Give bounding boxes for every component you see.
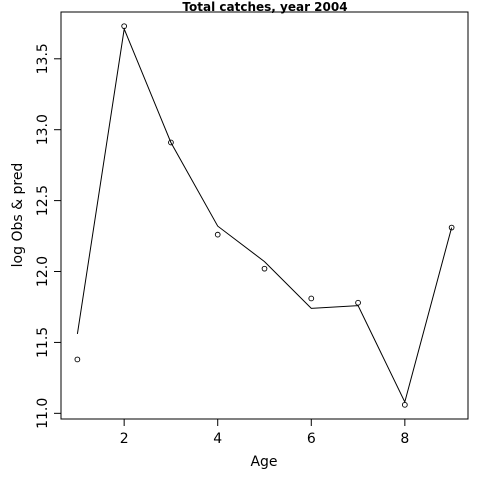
y-tick-label: 13.0: [35, 114, 51, 145]
observed-point: [74, 356, 81, 363]
observed-point: [261, 265, 268, 272]
y-tick-label: 13.5: [35, 43, 51, 74]
y-tick-label: 12.0: [35, 256, 51, 287]
observed-point: [308, 295, 315, 302]
observed-point: [355, 299, 361, 306]
observed-point: [448, 224, 455, 231]
chart-title: Total catches, year 2004: [182, 0, 347, 14]
y-axis-label: log Obs & pred: [10, 163, 26, 268]
predicted-line: [76, 27, 453, 404]
x-tick-label: 4: [213, 431, 222, 447]
plot-frame: [60, 11, 469, 420]
x-tick-label: 6: [307, 431, 316, 447]
y-axis: 11.0 11.5 12.0 12.5 13.0 13.5: [35, 43, 62, 429]
x-tick-label: 2: [120, 431, 129, 447]
y-tick-label: 11.5: [35, 327, 51, 358]
x-axis: 2 4 6 8: [120, 418, 409, 447]
y-tick-label: 12.5: [35, 185, 51, 216]
observed-point: [214, 231, 221, 238]
series-layer: [74, 23, 455, 408]
x-tick-label: 8: [400, 431, 409, 447]
y-tick-label: 11.0: [35, 398, 51, 429]
x-axis-label: Age: [250, 454, 277, 470]
observed-point: [168, 139, 174, 146]
